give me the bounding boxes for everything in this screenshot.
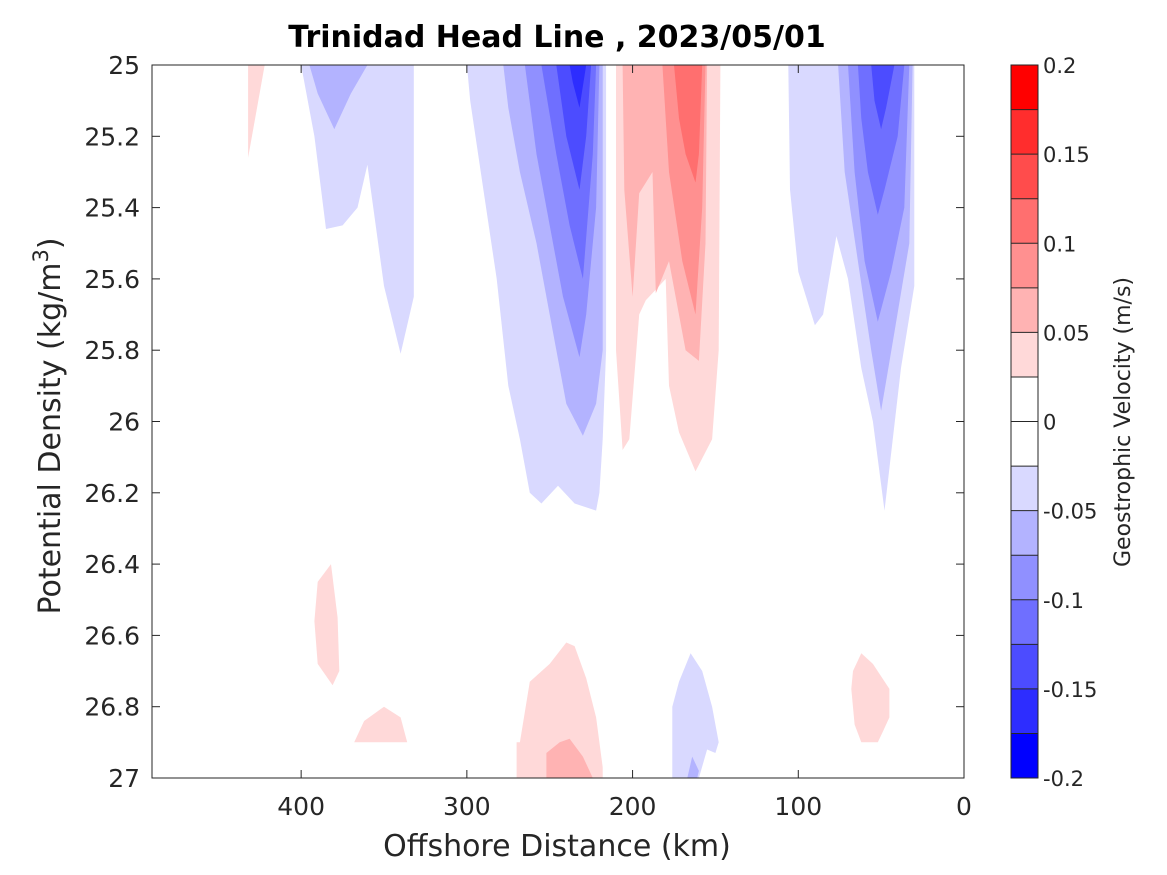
colorbar: 0.2 0.15 0.1 0.05 0 -0.05 -0.1 -0.15 -0.2 Geostr…: [1010, 54, 1136, 791]
contour-neg-level2-offshore-a: [309, 65, 368, 130]
colorbar-swatch: [1011, 421, 1038, 467]
contour-pos-level1-far-offshore-sliver: [248, 65, 265, 158]
contour-pos-level1-deep-patch-240: [516, 642, 603, 778]
contour-pos-level1-deep-patch-60: [851, 653, 890, 743]
y-tick-label: 25.6: [84, 265, 140, 294]
colorbar-swatch: [1011, 733, 1038, 778]
colorbar-tick-label: 0.2: [1043, 54, 1076, 78]
y-tick-label: 27: [108, 764, 140, 793]
x-tick-label: 200: [609, 792, 657, 821]
contour-pos-level4-inshore-jet-160: [674, 65, 703, 183]
colorbar-swatch: [1011, 287, 1038, 333]
y-tick-label: 26.6: [84, 621, 140, 650]
y-axis-label-close: ): [33, 237, 68, 249]
x-tick-label: 400: [277, 792, 325, 821]
contour-neg-level1-deep-patch-165: [672, 653, 719, 778]
contour-pos-level1-deep-patch-380: [314, 564, 340, 686]
colorbar-swatches: [1011, 65, 1038, 779]
colorbar-tick-label: 0.05: [1043, 321, 1090, 345]
colorbar-swatch: [1011, 65, 1038, 110]
x-tick-label: 0: [956, 792, 972, 821]
colorbar-tick-label: 0: [1043, 411, 1056, 435]
y-tick-label: 25.8: [84, 336, 140, 365]
y-tick-label: 26: [108, 408, 140, 437]
colorbar-tick-label: 0.15: [1043, 143, 1090, 167]
plot-area: 400 300 200 100 0 25 25.2 25.4 25.6 25.8 26 26.2 26…: [84, 51, 972, 821]
y-axis-label-superscript: 3: [29, 249, 53, 262]
colorbar-swatch: [1011, 644, 1038, 689]
x-axis-ticks: 400 300 200 100 0: [277, 65, 972, 821]
contour-neg-level2-deep-patch-165: [687, 756, 699, 778]
colorbar-swatch: [1011, 688, 1038, 734]
colorbar-swatch: [1011, 555, 1038, 600]
colorbar-swatch: [1011, 510, 1038, 556]
y-axis-label: Potential Density (kg/m3): [29, 237, 68, 614]
colorbar-ticks: 0.2 0.15 0.1 0.05 0 -0.05 -0.1 -0.15 -0.2: [1043, 54, 1097, 791]
colorbar-tick-label: 0.1: [1043, 232, 1076, 256]
contour-pos-level2-deep-patch-240: [546, 738, 593, 778]
y-axis-ticks: 25 25.2 25.4 25.6 25.8 26 26.2 26.4 26.6 26.8 27: [84, 51, 964, 793]
colorbar-swatch: [1011, 109, 1038, 155]
colorbar-swatch: [1011, 599, 1038, 645]
contour-fills: [248, 65, 915, 778]
y-tick-label: 25.4: [84, 194, 140, 223]
contour-pos-level1-deep-patch-355: [354, 706, 408, 743]
colorbar-tick-label: -0.05: [1043, 500, 1097, 524]
colorbar-tick-label: -0.2: [1043, 767, 1084, 791]
y-tick-label: 25.2: [84, 122, 140, 151]
contour-neg-level5-coastal-jet-50: [871, 65, 895, 130]
contour-neg-level5-main-jet-230: [556, 65, 592, 190]
colorbar-swatch: [1011, 243, 1038, 288]
colorbar-frame: [1010, 64, 1039, 779]
x-axis-label: Offshore Distance (km): [383, 829, 731, 864]
y-tick-label: 26.4: [84, 550, 140, 579]
y-axis-label-text: Potential Density (kg/m: [33, 263, 68, 615]
chart-title: Trinidad Head Line , 2023/05/01: [288, 20, 825, 55]
colorbar-label: Geostrophic Velocity (m/s): [1111, 277, 1136, 567]
y-tick-label: 26.2: [84, 479, 140, 508]
y-tick-label: 25: [108, 51, 140, 80]
contour-neg-level6-main-jet-230: [569, 65, 587, 108]
x-tick-label: 100: [774, 792, 822, 821]
colorbar-swatch: [1011, 198, 1038, 244]
colorbar-swatch: [1011, 332, 1038, 377]
colorbar-swatch: [1011, 466, 1038, 511]
colorbar-tick-label: -0.1: [1043, 589, 1084, 613]
colorbar-tick-label: -0.15: [1043, 678, 1097, 702]
contour-neg-level1-offshore-a: [301, 65, 414, 354]
x-tick-label: 300: [443, 792, 491, 821]
colorbar-swatch: [1011, 376, 1038, 422]
colorbar-swatch: [1011, 154, 1038, 199]
contour-neg-level4-coastal-jet-50: [857, 65, 905, 215]
y-tick-label: 26.8: [84, 693, 140, 722]
